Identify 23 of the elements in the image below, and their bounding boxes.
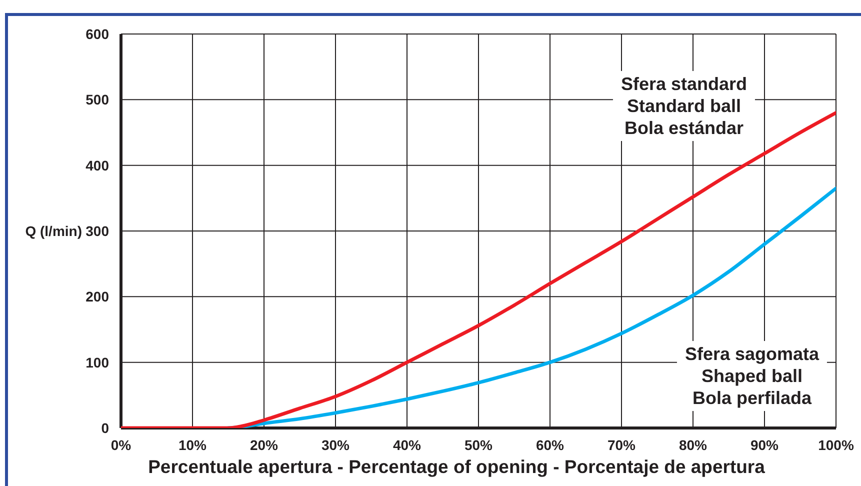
y-tick-label: 400 bbox=[86, 157, 110, 174]
x-tick-label: 60% bbox=[536, 436, 565, 453]
x-tick-label: 10% bbox=[178, 436, 208, 453]
x-tick-label: 50% bbox=[464, 436, 494, 453]
x-tick-label: 100% bbox=[818, 436, 854, 453]
x-tick-label: 0% bbox=[110, 436, 132, 453]
y-tick-label: 500 bbox=[86, 92, 110, 108]
text: Sfera sagomata Shaped ball Bola perfilada bbox=[684, 343, 820, 409]
x-tick-label: 90% bbox=[750, 436, 780, 453]
x-tick-label: 70% bbox=[607, 436, 636, 453]
x-tick-label: 20% bbox=[250, 436, 279, 453]
y-tick-label: 0 bbox=[101, 420, 110, 436]
y-tick-label: 300 bbox=[86, 222, 110, 239]
y-tick-label: 100 bbox=[86, 354, 110, 370]
y-axis-title: Q (l/min) bbox=[25, 223, 82, 239]
x-axis-title: Percentuale apertura - Percentage of opening - Porcentaje de apertura bbox=[148, 456, 766, 477]
line-series bbox=[226, 186, 836, 428]
y-tick-label: 600 bbox=[86, 26, 110, 42]
series-label: Sfera standard Standard ball Bola estándar bbox=[620, 73, 748, 139]
x-tick-label: 40% bbox=[392, 436, 422, 453]
x-tick-label: 30% bbox=[321, 436, 350, 453]
x-tick-label: 80% bbox=[678, 436, 708, 453]
y-tick-label: 200 bbox=[86, 288, 110, 305]
